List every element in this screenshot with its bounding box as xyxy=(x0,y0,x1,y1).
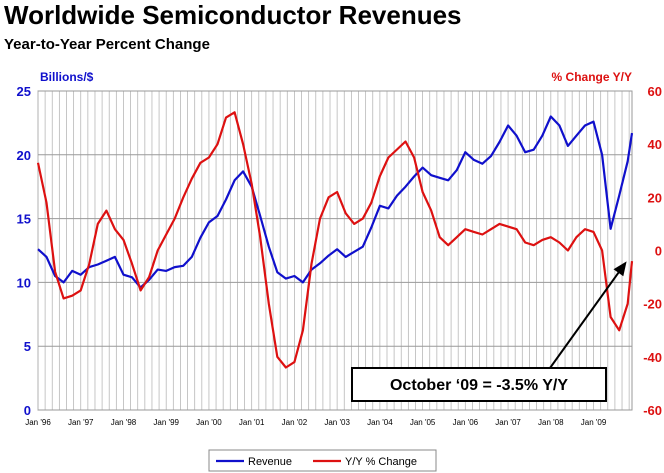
right-tick-label: -20 xyxy=(643,297,662,312)
left-tick-label: 20 xyxy=(17,148,31,163)
right-tick-label: -40 xyxy=(643,350,662,365)
left-tick-label: 25 xyxy=(17,84,31,99)
annotation-box xyxy=(351,367,607,402)
right-tick-label: 60 xyxy=(648,84,662,99)
annotation-callout: October ‘09 = -3.5% Y/Y xyxy=(351,261,627,402)
x-tick-label: Jan '02 xyxy=(282,418,308,427)
x-tick-label: Jan '97 xyxy=(68,418,94,427)
series-yoy-line xyxy=(36,111,634,369)
x-tick-label: Jan '00 xyxy=(196,418,222,427)
x-tick-label: Jan '99 xyxy=(153,418,179,427)
left-axis-ticks: 0 5 10 15 20 25 xyxy=(17,84,31,418)
left-tick-label: 5 xyxy=(24,339,31,354)
x-tick-label: Jan '04 xyxy=(367,418,393,427)
legend: Revenue Y/Y % Change xyxy=(208,449,437,472)
x-axis-ticks: Jan '96 Jan '97 Jan '98 Jan '99 Jan '00 Jan '… xyxy=(25,418,607,427)
left-tick-label: 10 xyxy=(17,275,31,290)
right-tick-label: -60 xyxy=(643,403,662,418)
annotation-text: October ‘09 = -3.5% Y/Y xyxy=(390,377,568,394)
x-tick-label: Jan '05 xyxy=(410,418,436,427)
right-tick-label: 0 xyxy=(655,244,662,259)
right-axis-ticks: -60 -40 -20 0 20 40 60 xyxy=(643,84,662,418)
chart-subtitle: Year-to-Year Percent Change xyxy=(4,36,210,53)
annotation-arrow xyxy=(549,269,622,369)
left-tick-label: 0 xyxy=(24,403,31,418)
right-tick-label: 20 xyxy=(648,190,662,205)
legend-revenue-label: Revenue xyxy=(248,456,292,468)
annotation-arrow-head xyxy=(613,261,627,277)
x-tick-label: Jan '98 xyxy=(111,418,137,427)
left-axis-label: Billions/$ xyxy=(40,70,94,84)
right-tick-label: 40 xyxy=(648,137,662,152)
legend-yoy-label: Y/Y % Change xyxy=(345,456,417,468)
right-axis-label: % Change Y/Y xyxy=(552,70,632,84)
x-tick-label: Jan '06 xyxy=(453,418,479,427)
x-tick-label: Jan '03 xyxy=(324,418,350,427)
x-tick-label: Jan '09 xyxy=(581,418,607,427)
left-tick-label: 15 xyxy=(17,212,31,227)
x-tick-label: Jan '08 xyxy=(538,418,564,427)
chart-title: Worldwide Semiconductor Revenues xyxy=(4,0,462,30)
x-tick-label: Jan '07 xyxy=(495,418,521,427)
x-tick-label: Jan '01 xyxy=(239,418,265,427)
x-tick-label: Jan '96 xyxy=(25,418,51,427)
